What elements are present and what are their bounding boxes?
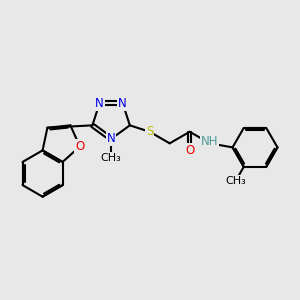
Text: N: N (107, 132, 116, 146)
Text: NH: NH (201, 135, 218, 148)
Text: O: O (185, 144, 194, 157)
Text: S: S (146, 125, 153, 138)
Text: N: N (118, 97, 127, 110)
Text: O: O (75, 140, 84, 153)
Text: N: N (95, 97, 104, 110)
Text: CH₃: CH₃ (101, 153, 122, 163)
Text: CH₃: CH₃ (225, 176, 246, 186)
